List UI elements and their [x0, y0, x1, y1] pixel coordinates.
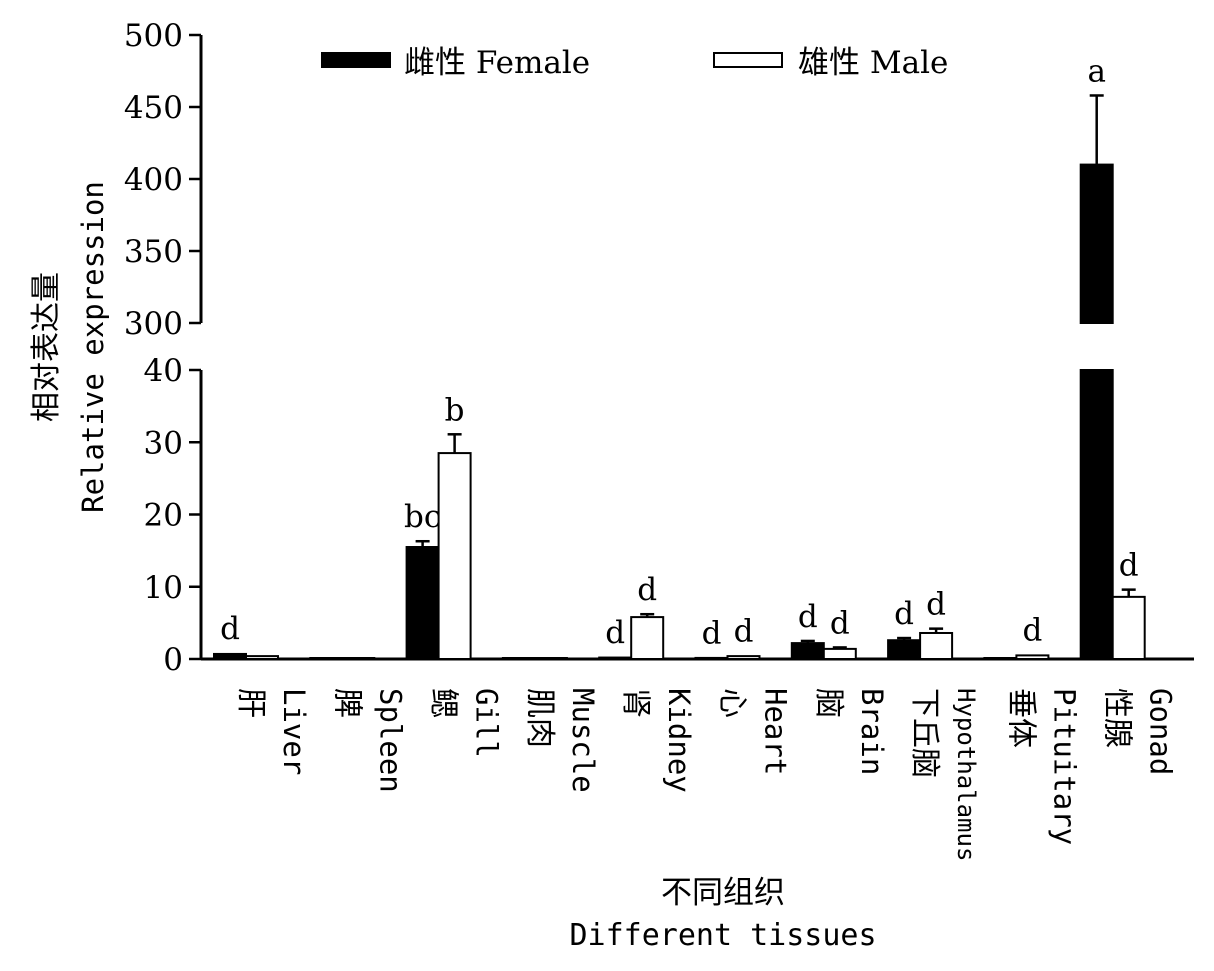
- x-tick-label-en-3: Muscle: [566, 688, 600, 793]
- y-upper-tick-label-4: 500: [124, 18, 183, 54]
- female-bar-1: [309, 657, 344, 660]
- x-tick-label-cn-1: 脾: [329, 688, 364, 718]
- female-bar-2-letter: bc: [404, 499, 441, 535]
- female-bar-8: [983, 657, 1018, 660]
- female-bar-6-letter: d: [798, 599, 818, 635]
- y-axis-title-cn: 相对表达量: [29, 272, 64, 422]
- female-bar-5: [694, 656, 729, 661]
- x-tick-label-cn-7: 下丘脑: [907, 688, 942, 778]
- legend-swatch-male: [713, 52, 783, 68]
- female-bar-7-letter: d: [894, 596, 914, 632]
- x-tick-label-en-1: Spleen: [373, 688, 407, 793]
- x-tick-label-cn-4: 肾: [618, 688, 653, 718]
- x-tick-label-en-4: Kidney: [662, 688, 696, 793]
- x-tick-label-cn-8: 垂体: [1003, 688, 1038, 748]
- male-bar-4-letter: d: [637, 572, 657, 608]
- y-lower-tick-label-0: 0: [163, 642, 183, 678]
- male-bar-2: [437, 452, 472, 660]
- legend: 雌性 Female 雄性 Male: [321, 45, 948, 81]
- y-ticks-lower: 0 10 20 30 40: [144, 353, 201, 678]
- y-upper-tick-label-3: 450: [124, 90, 183, 126]
- x-tick-label-en-8: Pituitary: [1047, 688, 1081, 845]
- y-upper-tick-label-2: 400: [124, 162, 183, 198]
- y-lower-tick-label-2: 20: [144, 498, 183, 534]
- x-tick-label-cn-3: 肌肉: [522, 688, 557, 748]
- male-bar-9-letter: d: [1119, 548, 1139, 584]
- male-bar-7-letter: d: [926, 587, 946, 623]
- x-tick-label-en-5: Heart: [759, 688, 793, 775]
- y-lower-tick-label-4: 40: [144, 353, 183, 389]
- x-tick-label-en-0: Liver: [277, 688, 311, 775]
- y-lower-tick-label-3: 30: [144, 425, 183, 461]
- y-upper-tick-label-0: 300: [124, 306, 183, 342]
- male-bar-2-letter: b: [445, 392, 465, 428]
- male-bar-5-letter: d: [734, 613, 754, 649]
- x-tick-label-en-7: Hypothalamus: [952, 688, 980, 861]
- female-bar-7: [887, 639, 922, 661]
- female-bar-9-upper: [1079, 163, 1114, 324]
- female-bar-0: [213, 652, 247, 661]
- y-lower-tick-label-1: 10: [144, 570, 183, 606]
- male-bar-9: [1111, 595, 1146, 660]
- x-tick-label-cn-2: 鳃: [426, 688, 461, 718]
- x-tick-label-cn-6: 脑: [811, 688, 846, 718]
- female-bar-0-letter: d: [220, 611, 240, 647]
- female-bar-9-letter: a: [1087, 53, 1105, 89]
- x-tick-label-en-6: Brain: [855, 688, 889, 775]
- female-bar-6: [790, 642, 825, 660]
- x-tick-label-en-9: Gonad: [1144, 688, 1178, 775]
- male-bar-3: [533, 657, 568, 660]
- male-bar-5: [726, 655, 761, 660]
- x-tick-label-cn-0: 肝: [233, 688, 268, 718]
- y-axis-title-en: Relative expression: [76, 181, 110, 513]
- x-tick-label-cn-9: 性腺: [1100, 688, 1135, 748]
- female-bar-3: [501, 657, 536, 660]
- y-upper-tick-label-1: 350: [124, 234, 183, 270]
- x-tick-labels: 肝 Liver 脾 Spleen 鳃 Gill 肌肉 Muscle 肾 Kidney 心 Heart 脑…: [233, 688, 1178, 861]
- female-bar-4: [598, 656, 633, 660]
- female-bar-9-lower: [1079, 369, 1114, 660]
- x-tick-label-cn-5: 心: [715, 688, 750, 718]
- male-bar-1: [341, 657, 376, 660]
- male-bar-8-letter: d: [1022, 613, 1042, 649]
- male-bar-6-letter: d: [830, 605, 850, 641]
- legend-swatch-female: [321, 52, 391, 68]
- x-axis-title-cn: 不同组织: [661, 875, 785, 911]
- male-bar-4: [630, 616, 665, 660]
- female-bar-5-letter: d: [702, 616, 722, 652]
- x-tick-label-en-2: Gill: [470, 688, 504, 758]
- legend-label-male: 雄性 Male: [798, 45, 948, 81]
- female-bar-2: [405, 546, 440, 661]
- male-bar-6: [822, 647, 857, 661]
- x-axis-title-en: Different tissues: [569, 918, 876, 953]
- female-bar-4-letter: d: [605, 615, 625, 651]
- legend-label-female: 雌性 Female: [404, 45, 590, 81]
- male-bar-7: [919, 631, 954, 660]
- y-ticks-upper: 300 350 400 450 500: [124, 18, 201, 342]
- male-bar-0: [245, 655, 279, 660]
- male-bar-8: [1015, 654, 1050, 661]
